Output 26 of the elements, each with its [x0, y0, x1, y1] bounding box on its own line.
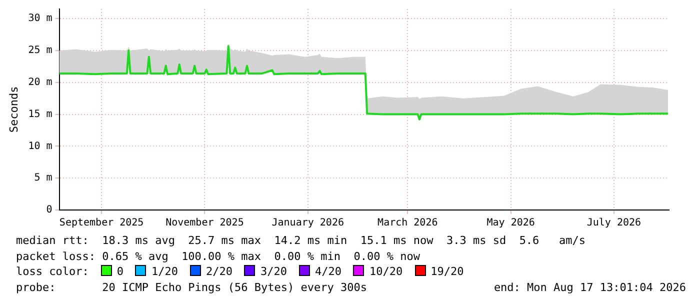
x-tick-label: November 2025 — [166, 218, 244, 229]
x-tick-label: May 2026 — [486, 218, 535, 229]
y-axis-title: Seconds — [7, 86, 20, 133]
text: 0 — [116, 265, 124, 278]
text: end: Mon Aug 17 13:01:04 2026 — [494, 280, 686, 295]
text: median rtt: 18.3 ms avg 25.7 ms max 14.2 ms min 15.1 ms now 3.3 ms sd 5.6 am/s — [16, 234, 586, 247]
y-tick-label: 15 m — [28, 108, 52, 120]
y-tick-label: 10 m — [28, 140, 52, 152]
text: 2/20 — [206, 265, 232, 278]
text: 3/20 — [260, 265, 287, 278]
x-tick-label: July 2026 — [586, 218, 642, 229]
text: 4/20 — [314, 265, 342, 278]
text: 19/20 — [430, 265, 464, 278]
x-tick-label: January 2026 — [272, 218, 344, 229]
text: loss color: — [16, 265, 89, 278]
y-tick-label: 30 m — [28, 13, 52, 24]
y-tick-label: 5 m — [34, 172, 52, 184]
text: probe: 20 ICMP Echo Pings (56 Bytes) every 300s — [16, 280, 367, 294]
x-tick-label: September 2025 — [59, 218, 144, 229]
y-tick-label: 20 m — [28, 76, 52, 88]
text: 1/20 — [151, 265, 178, 278]
y-tick-label: 0 — [46, 204, 52, 216]
text: packet loss: 0.65 % avg 100.00 % max 0.00 % min 0.00 % now — [16, 250, 420, 262]
y-tick-label: 25 m — [28, 45, 52, 56]
text: 10/20 — [369, 265, 403, 278]
x-tick-label: March 2026 — [378, 218, 438, 229]
